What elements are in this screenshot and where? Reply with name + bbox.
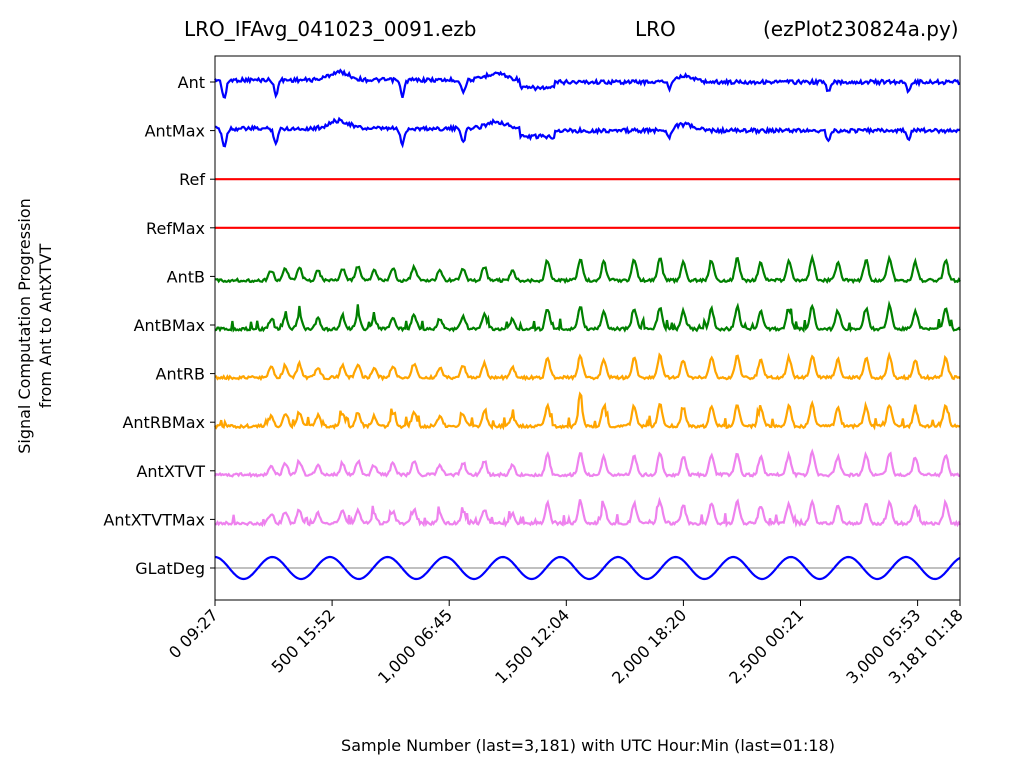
y-tick-label: Ant: [178, 73, 205, 92]
x-tick-label: 2,000 18:20: [608, 605, 690, 687]
series-line-antb: [214, 253, 961, 285]
x-tick-label: 1,000 06:45: [374, 605, 456, 687]
x-tick-label: 0 09:27: [165, 605, 222, 662]
series-line-ant: [214, 68, 961, 100]
series-line-antmax: [214, 116, 961, 149]
y-tick-label: GLatDeg: [135, 559, 205, 578]
series-line-antrb: [214, 351, 961, 382]
x-tick-label: 2,500 00:21: [725, 605, 807, 687]
x-tick-label: 500 15:52: [268, 605, 339, 676]
x-axis-ticks: 0 09:27 500 15:52 1,000 06:45 1,500 12:04 2,…: [165, 600, 967, 687]
y-tick-label: AntRBMax: [122, 413, 205, 432]
series-line-antbmax: [214, 300, 961, 334]
plot-frame: [214, 55, 961, 601]
y-tick-label: AntBMax: [134, 316, 205, 335]
chart-title-left: LRO_IFAvg_041023_0091.ezb: [184, 17, 477, 41]
y-tick-label: AntXTVTMax: [103, 510, 205, 529]
y-tick-label: Ref: [179, 170, 205, 189]
series-line-antxtvt: [214, 448, 961, 479]
y-tick-label: AntRB: [156, 365, 205, 384]
series-line-antrbmax: [214, 391, 961, 431]
series-line-glatdeg: [214, 555, 961, 581]
y-axis-label-line2: from Ant to AntXTVT: [36, 244, 55, 409]
series-line-antxtvtmax: [214, 496, 961, 528]
chart-title-center: LRO: [635, 17, 676, 41]
x-axis-label: Sample Number (last=3,181) with UTC Hour…: [341, 736, 835, 755]
y-tick-label: AntXTVT: [136, 462, 205, 481]
y-tick-label: RefMax: [146, 219, 205, 238]
chart-title-right: (ezPlot230824a.py): [763, 17, 959, 41]
y-tick-label: AntMax: [145, 122, 205, 141]
plot-area: [214, 68, 961, 581]
x-tick-label: 1,500 12:04: [491, 605, 573, 687]
y-axis-label-line1: Signal Computation Progression: [15, 198, 34, 454]
y-tick-label: AntB: [167, 267, 205, 286]
x-tick-label: 3,181 01:18: [885, 605, 967, 687]
y-axis-ticks: Ant AntMax Ref RefMax AntB AntBMax AntRB AntRBM…: [103, 73, 215, 578]
